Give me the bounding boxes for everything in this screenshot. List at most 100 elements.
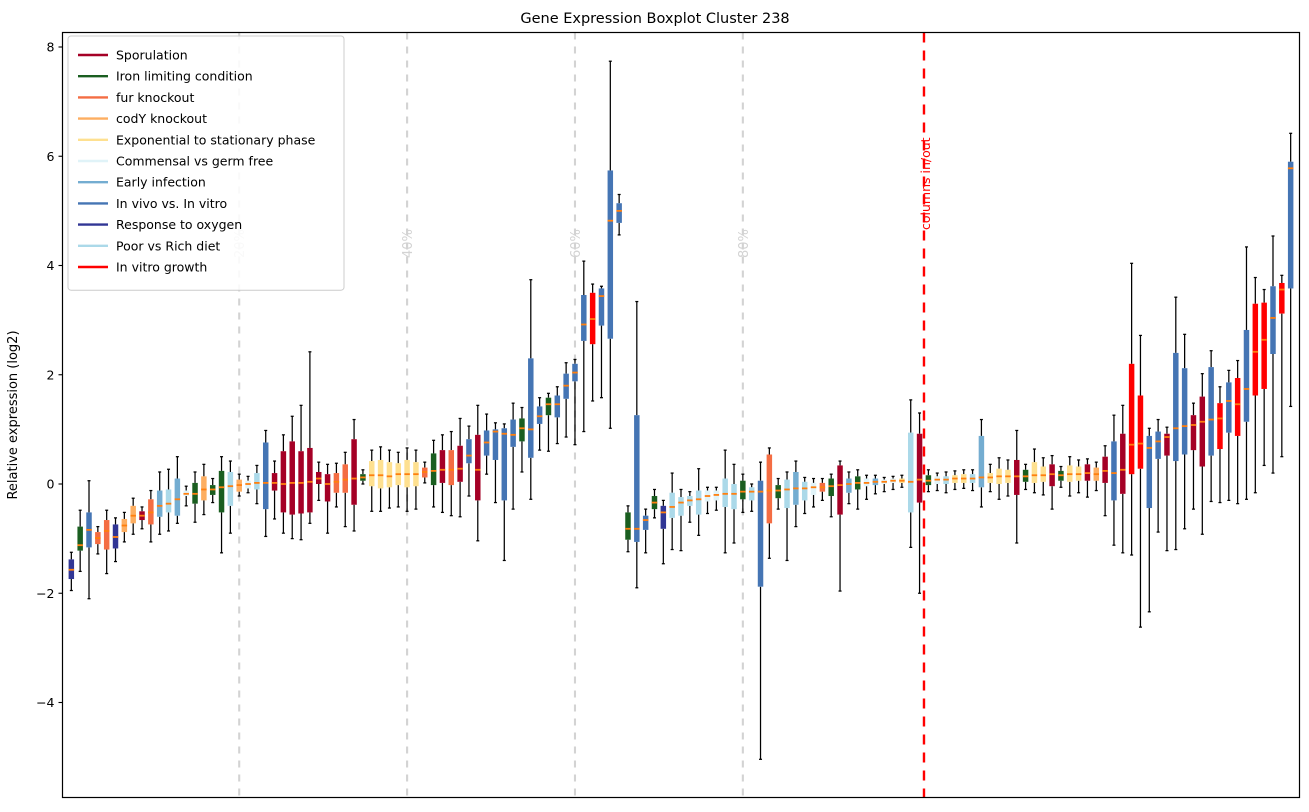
y-tick-label: 6	[47, 149, 55, 164]
box-plot-item	[77, 509, 83, 573]
box-plot-item	[819, 477, 826, 502]
box-body	[1137, 395, 1144, 469]
box-plot-item	[404, 447, 410, 512]
box-body	[545, 397, 552, 416]
box-plot-item	[1226, 369, 1232, 502]
box-plot-item	[448, 430, 455, 517]
box-plot-item	[466, 425, 472, 497]
box-plot-item	[1093, 461, 1100, 492]
box-plot-item	[165, 468, 172, 532]
legend-label: Sporulation	[116, 48, 188, 63]
box-plot-item	[1111, 414, 1117, 546]
box-body	[740, 480, 746, 500]
box-plot-item	[1137, 334, 1144, 628]
box-body	[801, 481, 808, 501]
box-plot-item	[262, 429, 269, 538]
box-plot-item	[1031, 448, 1038, 494]
legend[interactable]: Sporulation Iron limiting condition fur kn…	[67, 35, 345, 291]
box-plot-item	[1270, 235, 1276, 474]
box-plot-item	[1014, 429, 1020, 544]
box-plot-item	[925, 469, 932, 493]
box-plot-item	[218, 456, 225, 554]
y-tick-label: 0	[47, 477, 55, 492]
box-plot-item	[854, 469, 861, 510]
box-plot-item	[987, 463, 993, 493]
box-body	[351, 439, 357, 505]
box-plot-item	[943, 471, 949, 494]
box-plot-item	[351, 418, 357, 532]
box-plot-item	[678, 488, 684, 552]
legend-label: Poor vs Rich diet	[116, 238, 220, 253]
box-body	[554, 395, 561, 418]
box-plot-item	[227, 460, 234, 534]
box-plot-item	[209, 477, 216, 504]
box-plot-item	[1199, 373, 1206, 535]
box-plot-item	[695, 468, 702, 536]
box-plot-item	[1190, 402, 1197, 510]
box-body	[581, 294, 587, 341]
box-body	[280, 451, 287, 513]
box-plot-item	[245, 475, 251, 494]
box-body	[775, 485, 781, 499]
page-title: Gene Expression Boxplot Cluster 238	[520, 11, 789, 27]
box-plot-item	[634, 300, 640, 589]
box-body	[1049, 464, 1055, 487]
legend-label: In vitro growth	[116, 260, 207, 275]
box-plot-item	[1120, 404, 1126, 554]
box-body	[660, 505, 667, 529]
box-plot-item	[810, 477, 817, 508]
box-body	[1243, 329, 1250, 422]
box-plot-item	[1058, 465, 1064, 488]
box-plot-item	[651, 488, 658, 519]
box-plot-item	[713, 486, 720, 511]
box-plot-item	[1084, 458, 1091, 498]
box-body	[1031, 462, 1038, 483]
box-plot-item	[1005, 459, 1011, 497]
box-body	[1164, 433, 1170, 456]
box-body	[369, 461, 375, 487]
box-plot-item	[271, 460, 278, 520]
box-plot-item	[1279, 274, 1285, 458]
box-plot-item	[978, 418, 985, 508]
box-body	[333, 473, 340, 493]
box-body	[201, 476, 207, 501]
box-plot-item	[916, 412, 923, 594]
box-plot-item	[563, 362, 569, 438]
box-body	[678, 497, 684, 516]
box-plot-item	[103, 509, 110, 575]
box-body	[757, 480, 764, 587]
box-body	[1270, 286, 1276, 354]
box-body	[271, 473, 278, 491]
y-tick-label: 4	[47, 258, 55, 273]
box-body	[1208, 367, 1214, 456]
box-plot-item	[722, 449, 728, 554]
box-plot-item	[483, 413, 490, 475]
box-body	[307, 447, 313, 513]
percent-gridline-label: 60%	[569, 229, 584, 258]
box-body	[1102, 456, 1108, 483]
box-plot-item	[837, 460, 843, 592]
box-body	[1111, 441, 1117, 501]
box-plot-item	[121, 511, 128, 543]
box-plot-item	[236, 473, 242, 497]
box-plot-item	[307, 351, 313, 524]
box-plot-item	[1155, 418, 1161, 533]
box-body	[907, 432, 914, 513]
box-plot-item	[501, 423, 508, 562]
box-body	[430, 453, 437, 486]
box-body	[625, 512, 631, 540]
box-plot-item	[793, 460, 799, 528]
box-body	[607, 170, 614, 339]
box-plot-item	[475, 404, 481, 542]
box-plot-item	[775, 477, 781, 510]
box-plot-item	[607, 60, 614, 429]
y-axis-label: Relative expression (log2)	[6, 330, 21, 499]
box-body	[528, 358, 534, 458]
box-body	[642, 515, 649, 530]
box-body	[810, 482, 817, 495]
box-plot-item	[183, 485, 189, 507]
box-plot-item	[536, 397, 543, 451]
box-plot-item	[95, 525, 101, 555]
box-plot-item	[201, 463, 207, 516]
